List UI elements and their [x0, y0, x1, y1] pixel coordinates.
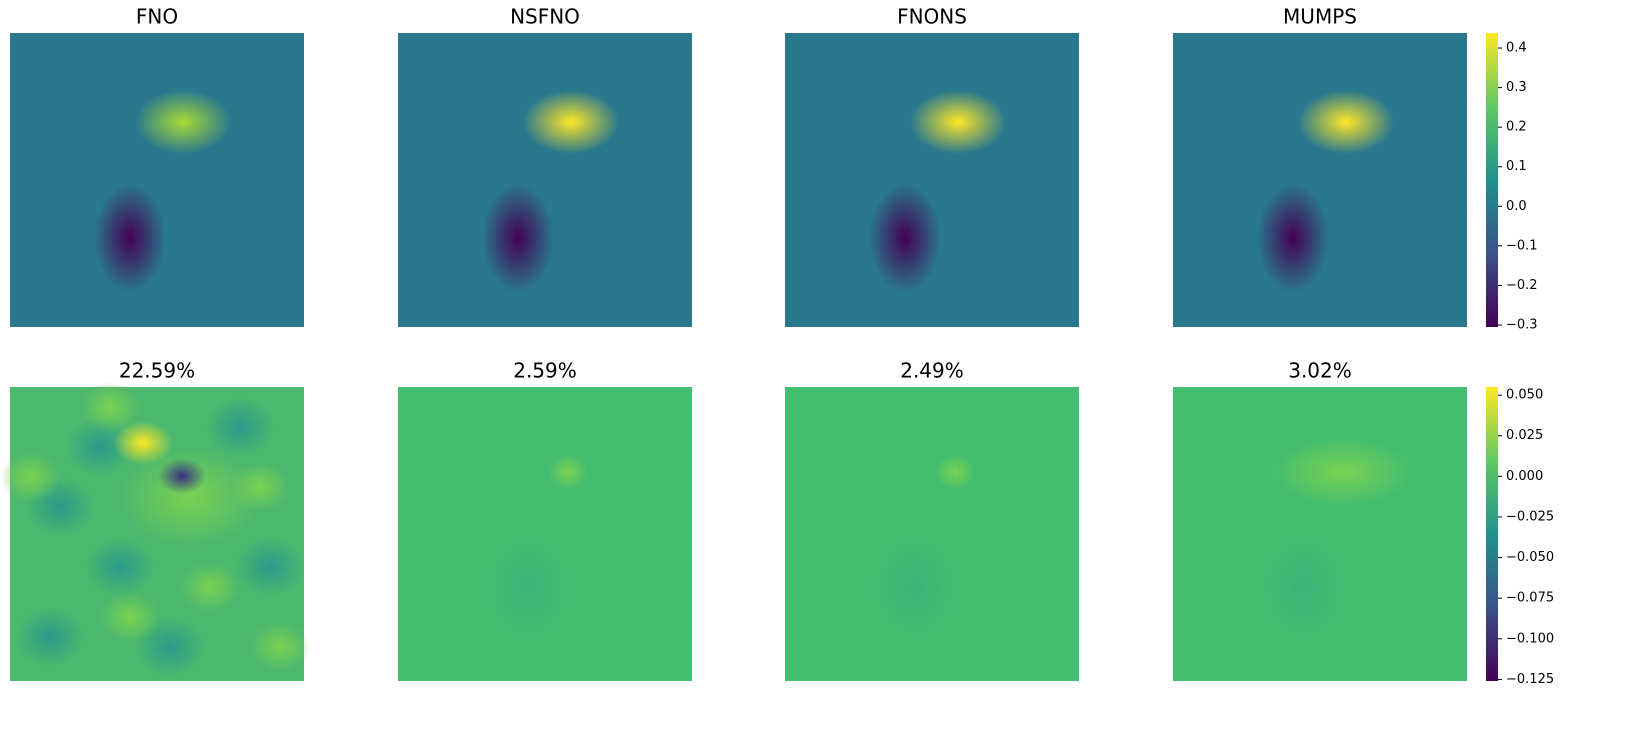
panel-title: FNONS	[897, 5, 967, 29]
panel-title: MUMPS	[1283, 5, 1357, 29]
panel-title: NSFNO	[510, 5, 580, 29]
panel-title: 2.49%	[900, 359, 964, 383]
heatmap-feature	[135, 90, 231, 154]
colorbar-tick-label: 0.050	[1506, 388, 1543, 403]
heatmap	[1173, 33, 1467, 327]
colorbar-tick-label: 0.025	[1506, 428, 1543, 443]
heatmap-feature	[120, 447, 260, 547]
colorbar-tick-label: −0.075	[1506, 591, 1554, 606]
panel-title: 2.59%	[513, 359, 577, 383]
heatmap-feature	[1298, 90, 1394, 154]
heatmap-feature	[80, 382, 140, 432]
heatmap-feature	[100, 592, 160, 642]
heatmap-feature	[548, 454, 588, 490]
heatmap-feature	[869, 183, 941, 293]
heatmap-feature	[935, 454, 975, 490]
colorbar-tick-label: −0.050	[1506, 550, 1554, 565]
heatmap-feature	[482, 183, 554, 293]
heatmap-feature	[1273, 437, 1413, 507]
heatmap	[785, 33, 1079, 327]
colorbar-tick-label: 0.0	[1506, 199, 1527, 214]
panel-title: 22.59%	[119, 359, 195, 383]
colorbar-tick-label: 0.2	[1506, 120, 1527, 135]
heatmap-feature	[235, 537, 305, 597]
colorbar-tick-label: 0.4	[1506, 41, 1527, 56]
heatmap-feature	[113, 421, 173, 465]
heatmap-feature	[1257, 183, 1329, 293]
colorbar-tick-label: −0.025	[1506, 509, 1554, 524]
panel-title: 3.02%	[1288, 359, 1352, 383]
panel-title: FNO	[136, 5, 178, 29]
heatmap-feature	[1263, 537, 1343, 637]
heatmap-feature	[250, 622, 310, 672]
heatmap-feature	[910, 90, 1006, 154]
heatmap-feature	[523, 90, 619, 154]
heatmap-feature	[0, 452, 60, 502]
heatmap-feature	[94, 183, 166, 293]
heatmap	[10, 33, 304, 327]
heatmap	[1173, 387, 1467, 681]
colorbar-tick-label: 0.000	[1506, 469, 1543, 484]
heatmap	[398, 33, 692, 327]
colorbar	[1486, 387, 1498, 681]
heatmap-feature	[205, 397, 275, 457]
colorbar-tick-label: 0.1	[1506, 159, 1527, 174]
heatmap-feature	[15, 607, 85, 667]
heatmap-feature	[488, 537, 568, 637]
colorbar-tick-label: −0.100	[1506, 631, 1554, 646]
colorbar-tick-label: −0.125	[1506, 672, 1554, 687]
heatmap-feature	[85, 537, 155, 597]
heatmap-feature	[158, 458, 206, 494]
colorbar-tick-label: 0.3	[1506, 80, 1527, 95]
colorbar-tick-label: −0.1	[1506, 238, 1538, 253]
colorbar-tick-label: −0.2	[1506, 278, 1538, 293]
heatmap-feature	[875, 537, 955, 637]
heatmap	[398, 387, 692, 681]
colorbar-tick-label: −0.3	[1506, 318, 1538, 333]
heatmap	[785, 387, 1079, 681]
heatmap-feature	[180, 562, 240, 612]
colorbar	[1486, 33, 1498, 327]
